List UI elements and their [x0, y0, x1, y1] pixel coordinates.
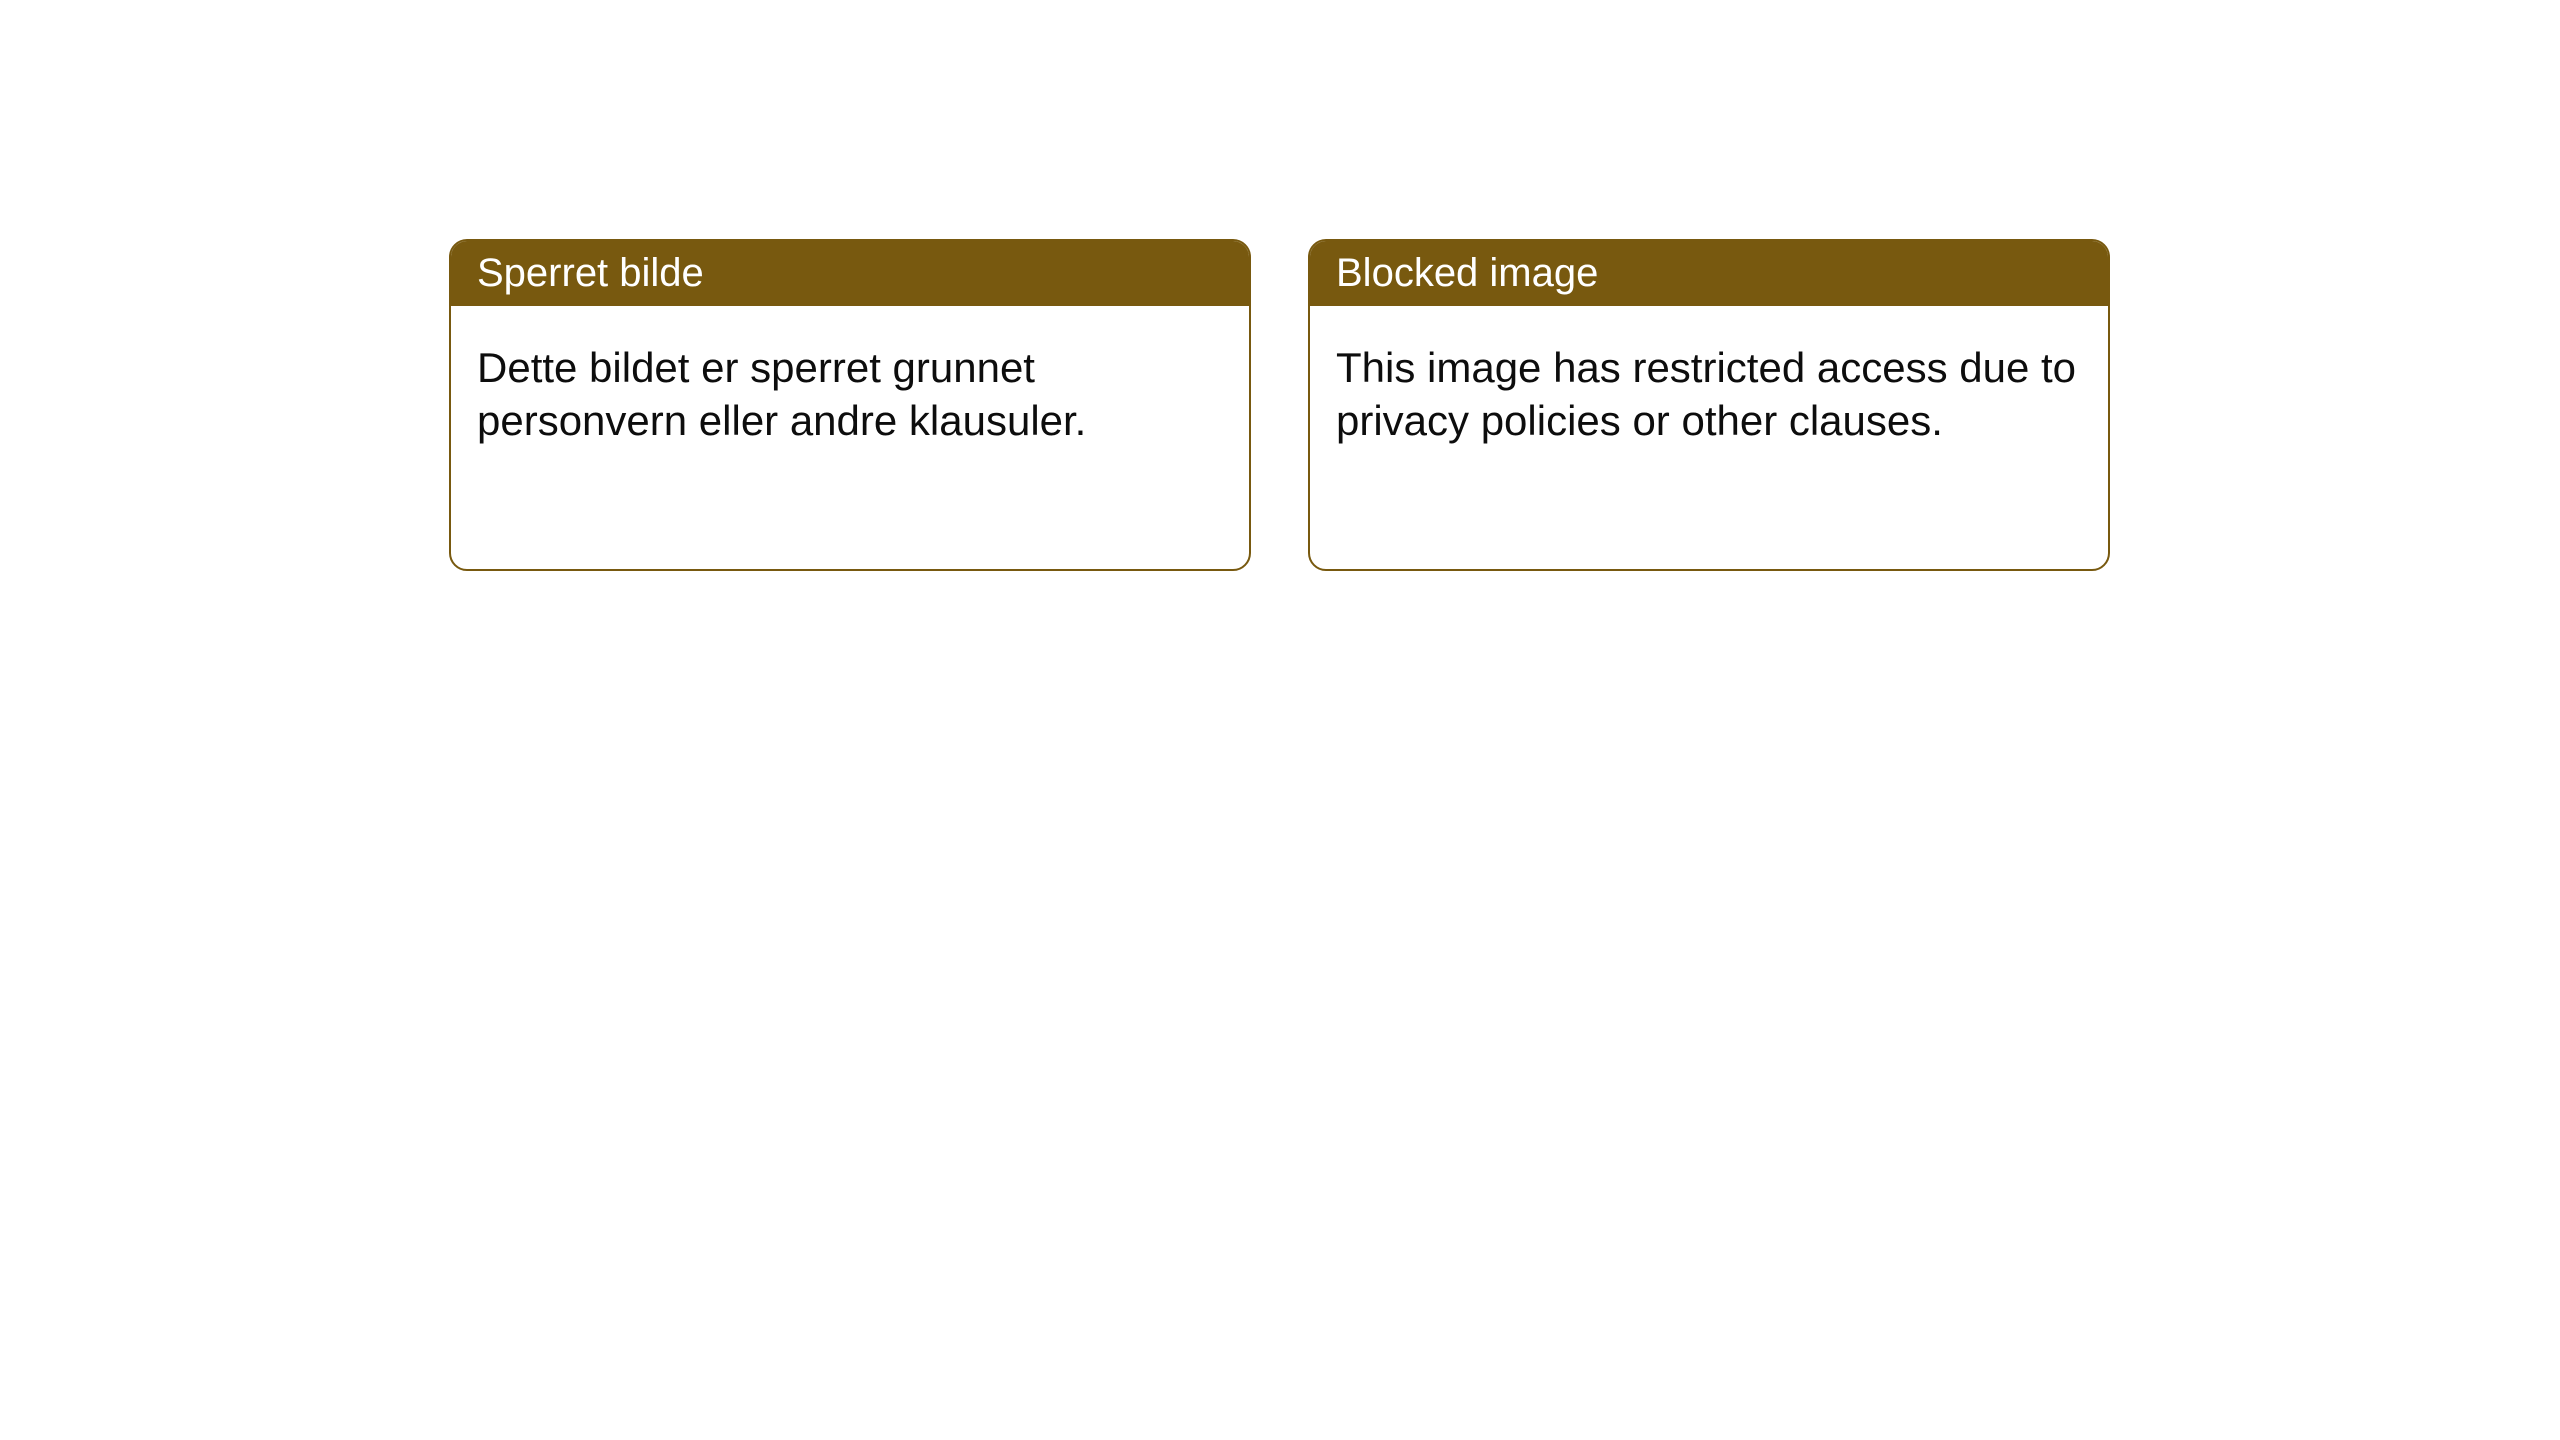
notice-card-english: Blocked image This image has restricted … — [1308, 239, 2110, 571]
notice-header: Sperret bilde — [451, 241, 1249, 306]
notice-body: Dette bildet er sperret grunnet personve… — [451, 306, 1249, 473]
notice-header: Blocked image — [1310, 241, 2108, 306]
blocked-image-notices: Sperret bilde Dette bildet er sperret gr… — [449, 239, 2110, 571]
notice-body: This image has restricted access due to … — [1310, 306, 2108, 473]
notice-card-norwegian: Sperret bilde Dette bildet er sperret gr… — [449, 239, 1251, 571]
